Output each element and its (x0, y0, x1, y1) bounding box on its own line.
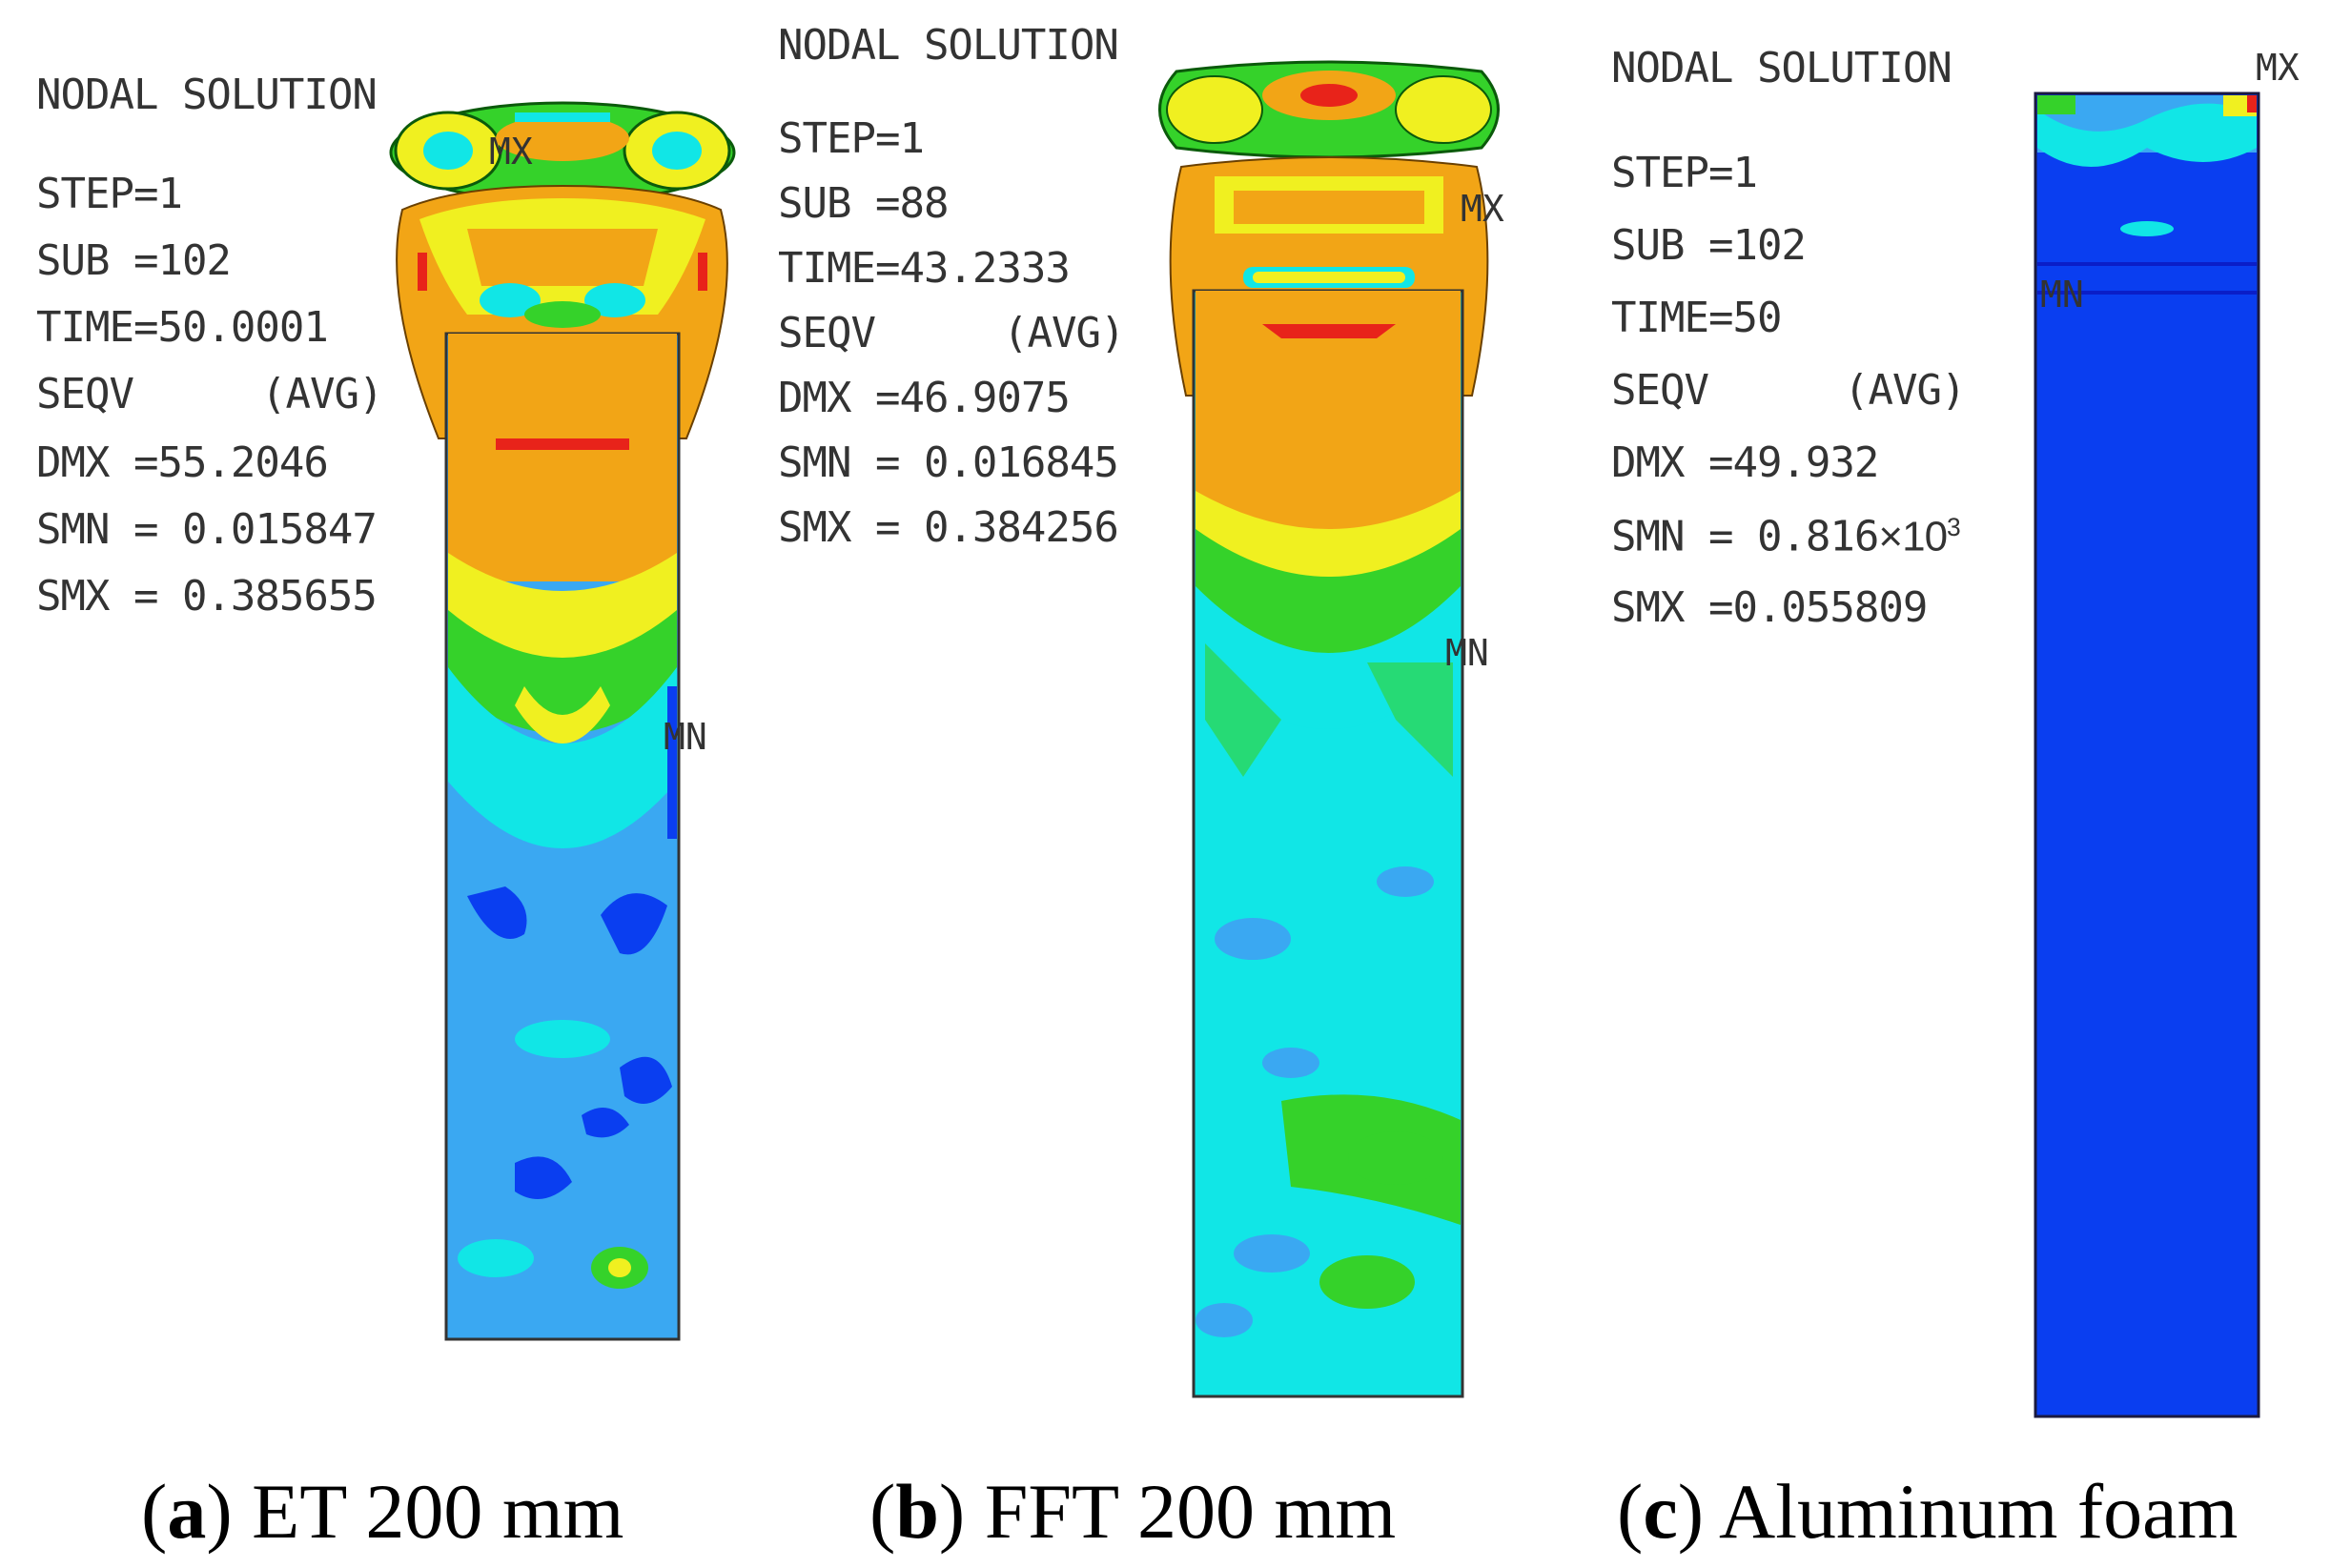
smn-value: SMN = 0.816×103 (1611, 512, 1961, 561)
caption-text-c: Aluminum foam (1719, 1468, 2239, 1555)
smx-value: SMX =0.055809 (1611, 583, 1928, 632)
smx-value: SMX = 0.384256 (778, 503, 1119, 552)
time-value: TIME=50.0001 (36, 303, 329, 352)
curl-top-b (1158, 60, 1500, 159)
stress-contour-b (1158, 60, 1500, 1398)
smn-value: SMN = 0.016845 (778, 438, 1119, 487)
panel-b: NODAL SOLUTION STEP=1 SUB =88 TIME=43.23… (763, 0, 1525, 1568)
heading: NODAL SOLUTION (36, 71, 378, 119)
panel-c: NODAL SOLUTION STEP=1 SUB =102 TIME=50 S… (1525, 0, 2351, 1568)
smn-exp: 3 (1947, 513, 1961, 541)
caption-b: (b) FFT 200 mm (869, 1468, 1397, 1555)
caption-c: (c) Aluminum foam (1617, 1468, 2239, 1555)
step-value: STEP=1 (778, 114, 925, 163)
seqv-label: SEQV (1611, 366, 1709, 415)
caption-letter-b: b (895, 1468, 939, 1555)
smx-value: SMX = 0.385655 (36, 572, 378, 621)
step-value: STEP=1 (36, 170, 183, 218)
sub-value: SUB =88 (778, 179, 949, 228)
sub-value: SUB =102 (1611, 221, 1807, 270)
avg-label: (AVG) (1844, 366, 1966, 415)
mx-marker-a: MX (489, 131, 533, 173)
avg-label: (AVG) (261, 370, 383, 418)
caption-letter-c: c (1643, 1468, 1678, 1555)
mn-marker-b: MN (1445, 632, 1489, 674)
dmx-value: DMX =55.2046 (36, 438, 329, 487)
mx-marker-c: MX (2256, 47, 2300, 89)
seqv-label: SEQV (36, 370, 134, 418)
stress-contour-a (389, 101, 736, 1341)
time-value: TIME=43.2333 (778, 244, 1071, 293)
mn-marker-a: MN (664, 716, 707, 758)
smn-prefix: SMN = 0.816 (1611, 512, 1879, 561)
heading: NODAL SOLUTION (778, 21, 1119, 70)
info-block-b: NODAL SOLUTION STEP=1 SUB =88 TIME=43.23… (778, 25, 1125, 549)
info-block-c: NODAL SOLUTION STEP=1 SUB =102 TIME=50 S… (1611, 48, 1966, 629)
mn-marker-c: MN (2040, 274, 2084, 316)
caption-letter-a: a (167, 1468, 207, 1555)
sub-value: SUB =102 (36, 236, 232, 285)
curl-top-a (389, 101, 736, 204)
caption-text-b: FFT 200 mm (984, 1468, 1397, 1555)
mx-marker-b: MX (1461, 188, 1504, 230)
dmx-value: DMX =46.9075 (778, 374, 1071, 422)
dmx-value: DMX =49.932 (1611, 438, 1879, 487)
caption-text-a: ET 200 mm (252, 1468, 624, 1555)
step-value: STEP=1 (1611, 149, 1758, 197)
smn-value: SMN = 0.015847 (36, 505, 378, 554)
info-block-a: NODAL SOLUTION STEP=1 SUB =102 TIME=50.0… (36, 74, 383, 618)
panel-a: NODAL SOLUTION STEP=1 SUB =102 TIME=50.0… (0, 0, 763, 1568)
time-value: TIME=50 (1611, 294, 1782, 342)
seqv-label: SEQV (778, 309, 876, 357)
smn-suffix: ×10 (1878, 513, 1948, 560)
caption-a: (a) ET 200 mm (141, 1468, 624, 1555)
stress-contour-c (2034, 92, 2260, 1418)
avg-label: (AVG) (1003, 309, 1125, 357)
heading: NODAL SOLUTION (1611, 44, 1952, 92)
